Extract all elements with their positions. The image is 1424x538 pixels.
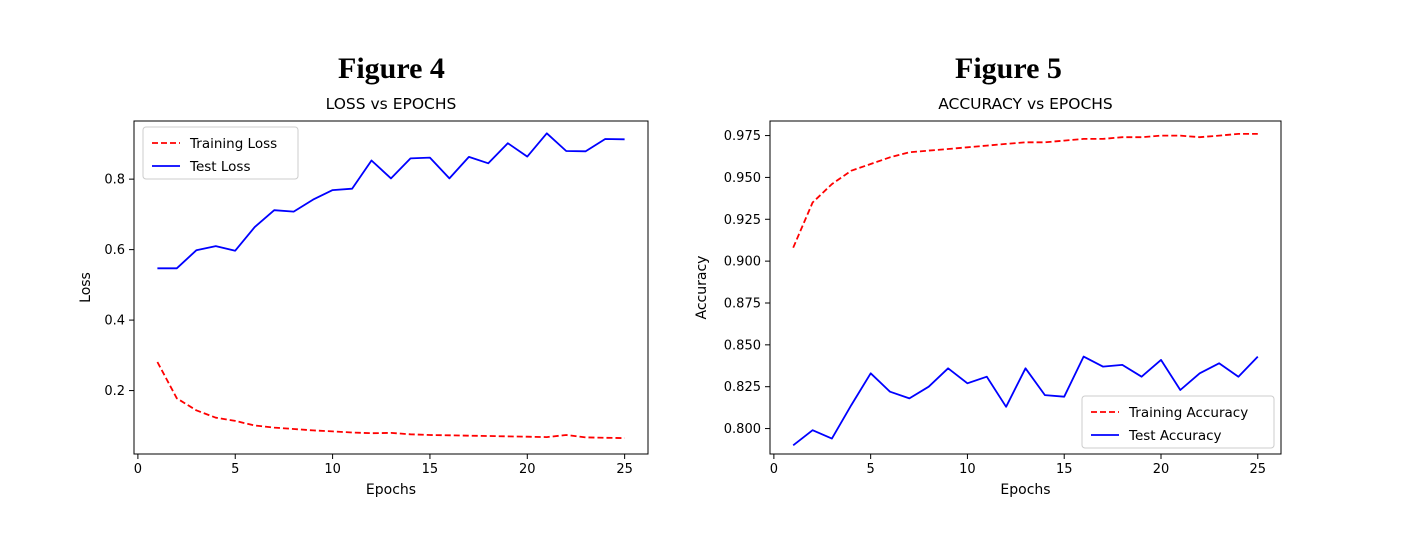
loss-chart-y-axis-label: Loss: [78, 272, 94, 303]
accuracy-chart-point: [1063, 396, 1065, 398]
accuracy-chart-x-tick-label: 25: [1249, 462, 1266, 477]
accuracy-chart-point: [831, 437, 833, 439]
loss-chart-legend-label: Training Loss: [189, 136, 277, 152]
accuracy-chart-point: [811, 201, 813, 203]
accuracy-chart-point: [1140, 375, 1142, 377]
accuracy-chart-point: [889, 391, 891, 393]
accuracy-chart-x-tick-label: 15: [1056, 462, 1073, 477]
accuracy-chart-point: [1024, 367, 1026, 369]
accuracy-chart-point: [947, 367, 949, 369]
accuracy-chart-point: [1179, 389, 1181, 391]
accuracy-chart-point: [986, 144, 988, 146]
accuracy-chart-series-line-training: [792, 132, 1258, 249]
accuracy-chart-point: [947, 148, 949, 150]
accuracy-chart-legend-label: Training Accuracy: [1128, 405, 1248, 421]
loss-chart-x-tick-label: 5: [231, 462, 239, 477]
accuracy-chart-point: [1063, 139, 1065, 141]
accuracy-chart-point: [966, 146, 968, 148]
accuracy-chart-point: [1160, 134, 1162, 136]
accuracy-chart-point: [908, 151, 910, 153]
accuracy-chart-y-tick-label: 0.800: [724, 422, 761, 437]
accuracy-chart-y-tick-label: 0.850: [724, 338, 761, 353]
accuracy-chart-x-tick-label: 0: [770, 462, 778, 477]
accuracy-chart-x-axis-label: Epochs: [1000, 482, 1050, 498]
accuracy-chart-point: [1121, 364, 1123, 366]
loss-chart-series-line-test: [157, 132, 625, 270]
accuracy-chart-point: [850, 170, 852, 172]
accuracy-chart-point: [850, 404, 852, 406]
accuracy-chart-legend-label: Test Accuracy: [1128, 428, 1222, 444]
accuracy-chart-point: [908, 397, 910, 399]
accuracy-chart-point: [1199, 372, 1201, 374]
accuracy-chart-point: [1257, 133, 1259, 135]
accuracy-chart-point: [1179, 134, 1181, 136]
accuracy-chart-y-axis-label: Accuracy: [694, 256, 710, 320]
loss-chart-x-tick-label: 25: [616, 462, 633, 477]
accuracy-chart-point: [1102, 365, 1104, 367]
loss-chart-y-tick-label: 0.8: [104, 173, 125, 188]
loss-chart-x-tick-label: 20: [519, 462, 536, 477]
accuracy-chart-y-tick-label: 0.975: [724, 129, 761, 144]
accuracy-chart-y-tick-label: 0.950: [724, 171, 761, 186]
loss-chart-legend: [142, 126, 299, 180]
loss-chart-y-tick-label: 0.6: [104, 243, 125, 258]
accuracy-chart-point: [986, 375, 988, 377]
loss-chart-legend-label: Test Loss: [189, 159, 251, 175]
loss-chart-x-tick-label: 15: [422, 462, 439, 477]
loss-chart-series-line-training: [156, 361, 625, 439]
accuracy-chart-plot-frame: [769, 120, 1282, 455]
accuracy-chart-point: [792, 247, 794, 249]
loss-chart-title: LOSS vs EPOCHS: [326, 95, 457, 113]
accuracy-chart-point: [1044, 141, 1046, 143]
accuracy-chart-point: [1024, 141, 1026, 143]
accuracy-chart-point: [831, 183, 833, 185]
accuracy-chart-point: [1082, 138, 1084, 140]
accuracy-chart-series-line-test: [792, 355, 1259, 447]
accuracy-chart-point: [792, 444, 794, 446]
accuracy-chart-x-tick-label: 20: [1153, 462, 1170, 477]
loss-chart-y-tick-label: 0.4: [104, 314, 125, 329]
loss-chart-plot-frame: [133, 120, 649, 455]
accuracy-chart-point: [928, 149, 930, 151]
loss-chart-y-tick-label: 0.2: [104, 384, 125, 399]
accuracy-chart-title: ACCURACY vs EPOCHS: [938, 95, 1113, 113]
accuracy-chart-point: [1121, 136, 1123, 138]
accuracy-chart-point: [811, 429, 813, 431]
accuracy-chart-point: [928, 385, 930, 387]
accuracy-chart-point: [869, 163, 871, 165]
accuracy-chart-point: [1082, 355, 1084, 357]
accuracy-chart-point: [869, 372, 871, 374]
accuracy-chart-point: [1160, 359, 1162, 361]
accuracy-chart-legend: [1081, 395, 1275, 449]
accuracy-chart-x-tick-label: 10: [959, 462, 976, 477]
accuracy-chart-point: [1257, 355, 1259, 357]
accuracy-chart-point: [1218, 362, 1220, 364]
accuracy-chart-y-tick-label: 0.875: [724, 296, 761, 311]
accuracy-chart-y-tick-label: 0.825: [724, 380, 761, 395]
accuracy-chart-point: [1140, 136, 1142, 138]
accuracy-chart-point: [1005, 406, 1007, 408]
accuracy-chart-x-tick-label: 5: [867, 462, 875, 477]
loss-chart-x-tick-label: 10: [324, 462, 341, 477]
figure-5-caption: Figure 5: [955, 52, 1062, 85]
accuracy-chart-point: [1044, 394, 1046, 396]
figure-4-caption: Figure 4: [338, 52, 445, 85]
loss-chart-x-tick-label: 0: [134, 462, 142, 477]
accuracy-chart-point: [1199, 136, 1201, 138]
accuracy-chart-point: [1102, 138, 1104, 140]
loss-chart-x-axis-label: Epochs: [366, 482, 416, 498]
accuracy-chart-point: [1005, 143, 1007, 145]
accuracy-chart-y-tick-label: 0.900: [724, 255, 761, 270]
accuracy-chart-point: [889, 156, 891, 158]
accuracy-chart-y-tick-label: 0.925: [724, 213, 761, 228]
accuracy-chart-point: [1218, 134, 1220, 136]
accuracy-chart-point: [966, 382, 968, 384]
accuracy-chart-point: [1237, 133, 1239, 135]
accuracy-chart-point: [1237, 375, 1239, 377]
